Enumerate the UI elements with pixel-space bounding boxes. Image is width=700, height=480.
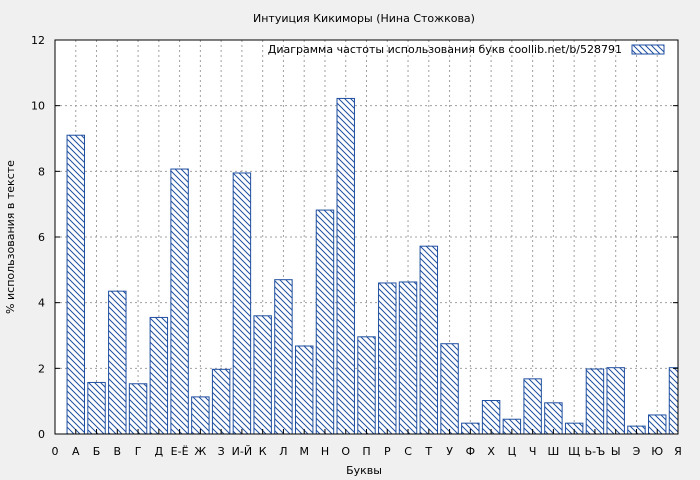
x-tick-label: У — [446, 445, 453, 458]
y-tick-label: 10 — [31, 100, 45, 113]
y-tick-label: 2 — [38, 362, 45, 375]
x-tick-label: Щ — [568, 445, 580, 458]
x-tick-label: Г — [135, 445, 142, 458]
x-tick-label: Л — [279, 445, 287, 458]
x-tick-label: Ю — [651, 445, 663, 458]
bar-З — [211, 368, 231, 435]
bar-Г — [128, 383, 148, 435]
bar-Е-Ё — [170, 168, 189, 435]
bar-Ч — [523, 378, 542, 435]
bar-Т — [419, 245, 439, 435]
bar-Я — [668, 367, 679, 435]
x-tick-label: В — [114, 445, 122, 458]
y-tick-label: 0 — [38, 428, 45, 441]
y-axis-ticks: 0 2 4 6 8 10 12 — [31, 34, 678, 441]
y-tick-label: 12 — [31, 34, 45, 47]
y-tick-label: 8 — [38, 165, 45, 178]
y-tick-label: 6 — [38, 231, 45, 244]
bar-Л — [274, 279, 293, 435]
bar-Б — [87, 381, 106, 435]
x-tick-label: Х — [487, 445, 495, 458]
bar-К — [253, 315, 272, 435]
x-tick-label: П — [362, 445, 370, 458]
x-tick-label: К — [259, 445, 267, 458]
bar-Н — [315, 209, 335, 435]
bar-А — [66, 134, 85, 435]
x-tick-label: Е-Ё — [171, 445, 189, 458]
bar-Ь-Ъ — [585, 368, 605, 435]
bar-Ж — [191, 396, 210, 435]
bar-С — [398, 281, 418, 435]
bars — [66, 97, 679, 435]
x-axis-ticks: 0 А Б В Г Д Е-Ё Ж З И-Й К Л М Н О П Р С Т У Ф Х Ц Ч Ш Щ Ь-Ъ Ы Э Ю Я — [52, 429, 682, 458]
chart-title: Интуиция Кикиморы (Нина Стожкова) — [253, 12, 475, 25]
x-tick-label: М — [299, 445, 309, 458]
x-tick-label: О — [341, 445, 350, 458]
bar-Р — [378, 282, 397, 435]
x-tick-label: Р — [384, 445, 391, 458]
x-tick-label: Ь-Ъ — [585, 445, 606, 458]
bar-У — [440, 343, 459, 435]
x-tick-label: Ш — [548, 445, 560, 458]
x-tick-label: З — [218, 445, 225, 458]
bar-О — [336, 97, 355, 435]
legend-swatch — [631, 44, 665, 55]
x-tick-label: Ы — [611, 445, 621, 458]
x-tick-label: Д — [155, 445, 164, 458]
x-tick-label: Б — [93, 445, 101, 458]
bar-Х — [481, 400, 501, 435]
bar-Д — [149, 316, 169, 435]
y-tick-label: 4 — [38, 297, 45, 310]
x-tick-label: Н — [321, 445, 329, 458]
x-tick-label: Э — [633, 445, 641, 458]
x-tick-label: Я — [674, 445, 682, 458]
bar-В — [108, 290, 127, 435]
x-tick-label: И-Й — [232, 445, 252, 458]
legend-label: Диаграмма частоты использования букв coo… — [268, 43, 622, 56]
x-tick-label: А — [72, 445, 80, 458]
x-tick-label: Ц — [508, 445, 517, 458]
x-tick-label: 0 — [52, 445, 59, 458]
x-tick-label: Ч — [529, 445, 537, 458]
x-axis-label: Буквы — [346, 464, 382, 477]
bar-П — [357, 336, 376, 435]
x-tick-label: Ж — [194, 445, 206, 458]
x-tick-label: С — [404, 445, 412, 458]
legend: Диаграмма частоты использования букв coo… — [268, 43, 665, 56]
bar-М — [294, 345, 314, 435]
x-tick-label: Ф — [466, 445, 475, 458]
bar-Ы — [606, 367, 625, 435]
y-axis-label: % использования в тексте — [4, 160, 17, 314]
x-tick-label: Т — [424, 445, 432, 458]
bar-И-Й — [232, 172, 252, 435]
